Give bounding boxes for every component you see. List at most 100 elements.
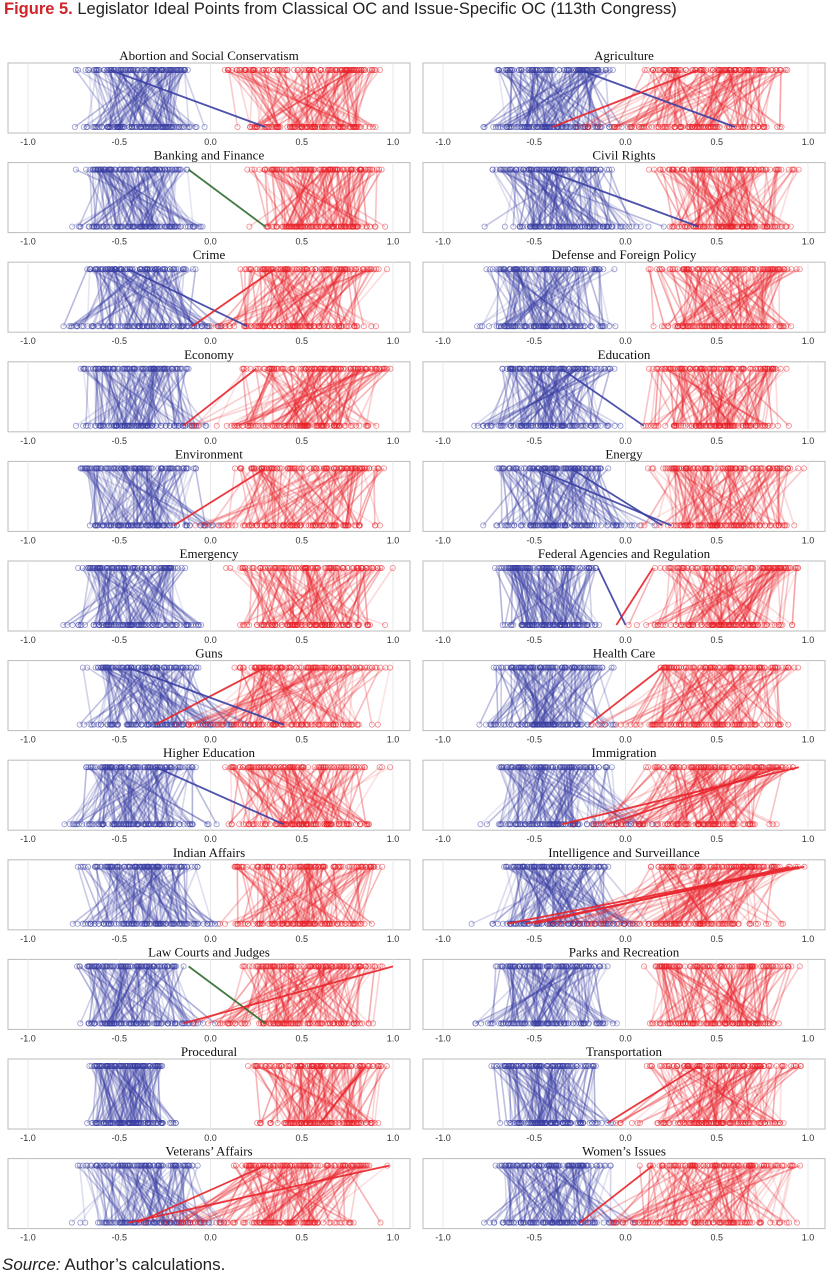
issue-point [142,223,149,230]
classical-point [376,166,383,173]
panel-frame [7,162,411,234]
legislator-line [100,169,146,228]
legislator-line [313,69,371,128]
legislator-line [226,368,333,427]
issue-point [315,422,322,429]
issue-point [102,422,109,429]
classical-point [719,266,726,273]
legislator-line [339,69,352,128]
classical-point [534,166,541,173]
legislator-line [537,69,589,128]
legislator-line [506,69,607,128]
legislator-line [508,269,518,327]
issue-point [60,323,67,330]
legislator-line [506,268,531,327]
legislator-line [291,268,364,327]
classical-point [741,67,748,74]
classical-point [104,67,111,74]
issue-point [618,223,625,230]
classical-point [558,166,565,173]
legislator-line [738,69,755,128]
legislator-line [78,169,106,227]
legislator-line [100,169,134,227]
classical-point [592,266,599,273]
legislator-line [108,69,129,128]
legislator-line [326,169,334,227]
legislator-line [503,268,578,327]
legislator-line [295,368,304,426]
legislator-line [310,169,318,227]
issue-point [202,422,209,429]
issue-point [189,422,196,429]
classical-point [600,266,607,273]
classical-point [178,67,185,74]
legislator-line [265,69,303,128]
legislator-line [250,269,260,327]
legislator-line [248,168,331,228]
x-tick-label: 1.0 [387,436,400,446]
legislator-line [287,368,316,427]
issue-point [335,223,342,230]
classical-point [111,266,118,273]
legislator-line [530,69,551,128]
issue-point [761,223,768,230]
legislator-line [163,268,194,327]
x-tick-label: -0.5 [111,436,127,446]
issue-point [728,223,735,230]
legislator-line [98,168,194,228]
legislator-line [125,169,143,227]
legislator-line [580,169,622,228]
issue-point [165,323,172,330]
classical-point [352,266,359,273]
legislator-line [292,269,298,327]
legislator-line [134,368,147,426]
classical-point [710,166,717,173]
legislator-line [114,169,144,227]
panel-title: Defense and Foreign Policy [552,247,697,262]
legislator-line [544,69,578,128]
classical-point [355,365,362,372]
legislator-line [124,268,158,327]
legislator-line [81,268,117,327]
legislator-line [558,169,576,227]
classical-point [290,365,297,372]
issue-point [185,323,192,330]
legislator-line [139,268,167,327]
legislator-line [760,269,765,327]
legislator-line [512,268,562,327]
legislator-line [698,268,728,327]
legislator-line [562,368,570,426]
legislator-line [89,268,158,327]
issue-point [718,223,725,230]
legislator-line [293,69,322,128]
legislator-line [115,69,185,128]
legislator-line [261,268,301,327]
legislator-line [509,168,665,228]
legislator-line [764,169,776,227]
legislator-line [83,368,144,427]
legislator-line [548,268,592,327]
legislator-line [231,368,371,427]
legislator-line [694,268,792,327]
legislator-line [543,269,547,327]
legislator-line [543,269,549,327]
legislator-line [551,368,564,426]
legislator-line [143,269,153,327]
issue-point [335,124,342,131]
x-tick-label: 0.0 [204,336,217,346]
legislator-line [146,368,159,426]
legislator-line [671,169,692,227]
legislator-line [735,268,754,327]
legislator-line [245,69,266,128]
legislator-line [331,69,340,128]
issue-point [637,223,644,230]
legislator-line [725,69,766,128]
classical-point [299,365,306,372]
legislator-line [749,169,768,227]
classical-point [298,166,305,173]
legislator-line [142,69,170,128]
legislator-line [706,168,776,228]
issue-point [135,323,142,330]
legislator-line [177,368,180,426]
